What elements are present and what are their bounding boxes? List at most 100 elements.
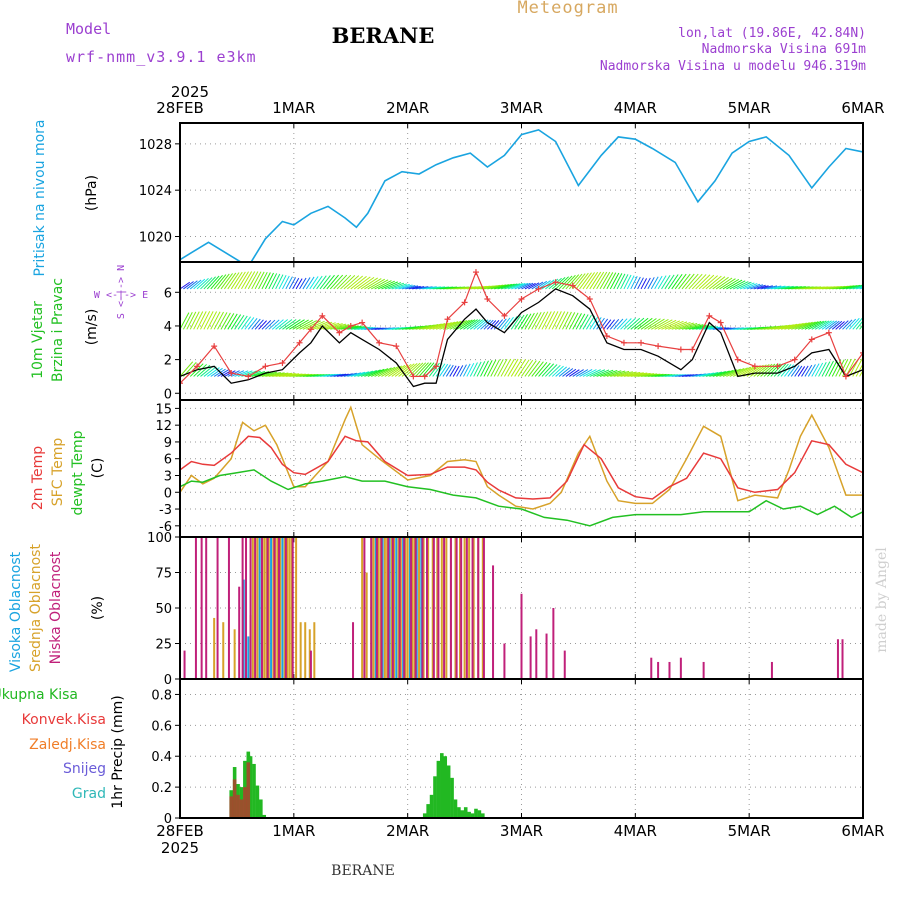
y-tick-label: -6 (159, 520, 172, 535)
cloud-mid-bar (404, 537, 407, 679)
wind-vector (541, 311, 552, 330)
cloud-high-bar (374, 537, 377, 679)
wind-vector (261, 319, 272, 330)
precip-total-bar (450, 777, 454, 818)
wind-vector (374, 280, 392, 290)
wind-vector (435, 363, 446, 377)
wind-vector (531, 312, 542, 330)
wind-vector (411, 362, 427, 377)
y-tick-label: 3 (164, 469, 172, 484)
wind-vector (237, 271, 249, 290)
wind-vector (408, 362, 424, 377)
wind-vector (650, 276, 659, 290)
wind-vector (480, 360, 489, 377)
wind-vector (555, 366, 568, 377)
wind-vector (251, 318, 261, 330)
cloud-mid-bar (386, 537, 389, 679)
wind-vector (821, 361, 831, 377)
wind-vector (292, 319, 309, 330)
y-tick-label: 6 (164, 453, 172, 468)
wind-vector (746, 283, 761, 290)
wind-vector (814, 320, 830, 330)
wind-vector (521, 359, 534, 377)
wind-vector (797, 321, 816, 330)
precip-unit: 1hr Precip (mm) (110, 695, 126, 808)
wind-vector (196, 311, 207, 330)
wind-vector (459, 319, 476, 330)
wind-vector (336, 373, 349, 377)
wind-vector (302, 320, 321, 330)
wind-vector (510, 358, 523, 377)
cloud-low-bar (309, 650, 312, 679)
wind-vector (504, 316, 514, 330)
wind-vector (671, 321, 691, 330)
precip-total-bar (436, 760, 441, 818)
wind-vector (627, 317, 641, 330)
wind-vector (272, 372, 293, 377)
wind-vector (654, 319, 673, 330)
wind-vector (531, 361, 544, 377)
wind-vector (678, 273, 691, 290)
top-time-label: 6MAR (841, 99, 884, 117)
y-tick-label: 12 (155, 419, 172, 434)
top-time-label: 3MAR (500, 99, 543, 117)
wind-vector (268, 319, 280, 330)
wind-vector (831, 359, 842, 377)
wind-vector (856, 286, 863, 290)
cloud-low-bar (465, 537, 468, 679)
wind-vector (603, 272, 614, 290)
bottom-time-label: 2MAR (386, 822, 429, 840)
wind-vector (439, 363, 449, 377)
cloud-high-bar (415, 537, 418, 679)
wind-vector (582, 272, 596, 290)
wind-vector (705, 275, 722, 290)
wind-vector (282, 319, 297, 330)
wind-vector (183, 281, 194, 290)
wind-vector (685, 273, 699, 290)
wind-vector (715, 369, 734, 377)
wind-vector (415, 324, 435, 330)
wind-vector (213, 274, 227, 290)
wind-vector (715, 277, 733, 290)
wind-vector (739, 282, 755, 290)
wind-vector (244, 271, 256, 290)
wind-vector (521, 282, 534, 290)
wind-vector (852, 317, 863, 330)
wind-vector (360, 370, 377, 377)
wind-vector (347, 275, 364, 290)
wind-vector (497, 358, 508, 377)
wind-vector (463, 363, 471, 377)
wind-vector (480, 319, 491, 330)
wind-vector (824, 360, 834, 377)
wind-vector (722, 278, 740, 290)
wind-vector (544, 311, 556, 330)
wind-vector (613, 318, 624, 330)
wind-vector (343, 372, 357, 377)
wind-vector (845, 318, 857, 330)
wind-vector (534, 280, 548, 290)
wind-vector (500, 283, 518, 290)
wind-vector (589, 316, 599, 330)
y-tick-label: 1028 (139, 138, 172, 153)
wind-vector (193, 311, 204, 330)
cloud-low-bar (520, 593, 523, 679)
cloud-high-bar (247, 636, 250, 679)
cloud-mid-bar (427, 537, 430, 679)
wind-vector (627, 372, 648, 377)
cloud-mid-bar (233, 629, 236, 679)
wind-vector (186, 311, 197, 330)
cloud-mid-bar (390, 537, 393, 679)
y-tick-label: 0 (164, 387, 172, 402)
wind-vector (278, 319, 293, 330)
wind-vector (814, 362, 824, 377)
precip-total-bar (457, 807, 461, 818)
cloud-high-bar (242, 579, 245, 679)
wind-vector (357, 370, 374, 377)
wind-vector (514, 282, 529, 290)
cloud-low-bar (563, 650, 566, 679)
wind-vector (247, 271, 259, 290)
wind-vector (452, 365, 460, 377)
wind-vector (524, 360, 537, 377)
wind-vector (418, 286, 433, 290)
y-tick-label: 9 (164, 436, 172, 451)
